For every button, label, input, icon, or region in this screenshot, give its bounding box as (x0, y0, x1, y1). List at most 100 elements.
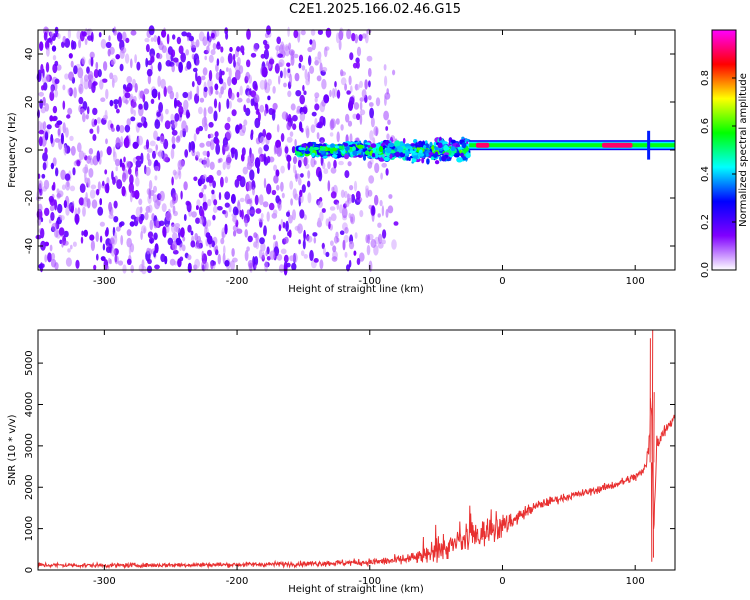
spectrogram-noise-cell (134, 54, 138, 64)
spectrogram-noise-cell (368, 102, 374, 107)
spectrogram-band-cell (441, 155, 447, 162)
spectrogram-noise-cell (82, 101, 88, 111)
spectrogram-noise-cell (187, 91, 191, 101)
spectrogram-noise-cell (178, 61, 183, 73)
spectrogram-noise-cell (293, 252, 298, 263)
spectrogram-noise-cell (153, 35, 158, 43)
snr-series-line (37, 329, 676, 570)
spectrogram-noise-cell (303, 156, 309, 166)
spectrogram-noise-cell (223, 144, 229, 152)
spectrogram-noise-cell (364, 32, 369, 44)
spectrogram-noise-cell (128, 134, 131, 140)
spectrogram-noise-cell (384, 75, 388, 87)
snr-y-tick-label: 2000 (24, 475, 35, 500)
spectrogram-noise-cell (105, 138, 108, 145)
spectrogram-noise-cell (93, 119, 98, 126)
spectrogram-noise-cell (130, 106, 134, 115)
spectrogram-noise-cell (298, 159, 302, 168)
spectrogram-noise-cell (266, 132, 272, 141)
spectrogram-noise-cell (67, 107, 73, 115)
spectrogram-noise-cell (367, 95, 372, 101)
snr-y-tick-label: 1000 (24, 516, 35, 541)
spectrogram-noise-cell (206, 176, 210, 183)
spectrogram-noise-cell (91, 77, 96, 83)
spectrogram-noise-cell (361, 89, 367, 99)
spectrogram-noise-cell (139, 90, 145, 99)
spectrogram-noise-cell (169, 258, 176, 266)
spectrogram-noise-cell (384, 95, 387, 106)
spectrogram-noise-cell (44, 40, 50, 50)
spectrogram-noise-cell (317, 200, 323, 208)
spectrogram-noise-cell (115, 137, 121, 148)
spectrogram-noise-cell (321, 208, 326, 213)
spectrogram-noise-cell (246, 181, 253, 191)
spectrogram-noise-cell (190, 240, 196, 248)
spectrogram-noise-cell (57, 203, 63, 214)
spectrogram-noise-cell (207, 106, 214, 114)
spectrogram-noise-cell (122, 264, 127, 274)
spectrogram-noise-cell (152, 150, 156, 159)
spectrogram-noise-cell (107, 48, 111, 57)
spectrogram-noise-cell (339, 204, 343, 214)
spectrogram-noise-cell (374, 162, 380, 174)
spectrogram-noise-cell (288, 214, 293, 224)
spectrogram-noise-cell (171, 135, 176, 145)
spectrogram-noise-cell (47, 252, 52, 263)
spectrogram-noise-cell (83, 229, 88, 237)
spectrogram-noise-cell (377, 222, 382, 228)
spectrogram-noise-cell (218, 101, 221, 113)
spectrogram-noise-cell (257, 166, 260, 174)
spectrogram-noise-cell (96, 117, 102, 124)
spectrogram-noise-cell (54, 78, 60, 85)
spectrogram-noise-cell (154, 264, 160, 270)
spectrogram-noise-cell (293, 53, 299, 59)
spectrogram-noise-cell (331, 186, 335, 193)
spectrogram-noise-cell (385, 126, 389, 131)
spectrogram-noise-cell (109, 72, 114, 80)
spectrogram-band-cell (370, 143, 377, 148)
spectrogram-noise-cell (42, 96, 46, 106)
spectrogram-y-tick-label: -40 (24, 238, 35, 254)
spectrogram-band-cell (348, 144, 355, 147)
spectrogram-noise-cell (124, 124, 131, 133)
spectrogram-noise-cell (317, 217, 322, 228)
spectrogram-band-cell (426, 158, 430, 165)
spectrogram-noise-cell (99, 235, 103, 243)
spectrogram-noise-cell (334, 81, 337, 88)
spectrogram-noise-cell (154, 165, 160, 172)
spectrogram-band-cell (428, 152, 434, 156)
spectrogram-noise-cell (89, 189, 96, 199)
spectrogram-noise-cell (52, 181, 56, 191)
spectrogram-noise-cell (263, 144, 270, 152)
spectrogram-noise-cell (92, 107, 98, 116)
spectrogram-noise-cell (218, 77, 224, 85)
spectrogram-noise-cell (162, 153, 169, 162)
spectrogram-noise-cell (76, 160, 81, 167)
spectrogram-noise-cell (121, 162, 125, 168)
spectrogram-noise-cell (377, 242, 384, 249)
spectrogram-noise-cell (273, 175, 279, 184)
spectrogram-noise-cell (156, 111, 161, 117)
spectrogram-noise-cell (64, 173, 71, 181)
spectrogram-noise-cell (79, 108, 85, 114)
spectrogram-noise-cell (224, 191, 231, 200)
spectrogram-noise-cell (230, 92, 235, 101)
spectrogram-noise-cell (286, 155, 292, 162)
spectrogram-noise-cell (356, 113, 361, 121)
spectrogram-noise-cell (106, 182, 110, 194)
spectrogram-noise-cell (158, 42, 164, 51)
spectrogram-noise-cell (220, 46, 224, 53)
colorbar-label: Normalized spectral amplitude (738, 73, 749, 227)
spectrogram-noise-cell (126, 76, 133, 84)
spectrogram-band-cell (362, 155, 367, 161)
spectrogram-y-tick-label: 40 (24, 48, 35, 61)
spectrogram-noise-cell (208, 70, 213, 82)
spectrogram-noise-cell (38, 129, 45, 135)
spectrogram-noise-cell (336, 131, 340, 143)
spectrogram-noise-cell (267, 78, 272, 86)
spectrogram-noise-cell (341, 207, 348, 219)
spectrogram-noise-cell (276, 146, 282, 157)
spectrogram-noise-cell (70, 145, 76, 156)
spectrogram-noise-cell (366, 244, 371, 256)
